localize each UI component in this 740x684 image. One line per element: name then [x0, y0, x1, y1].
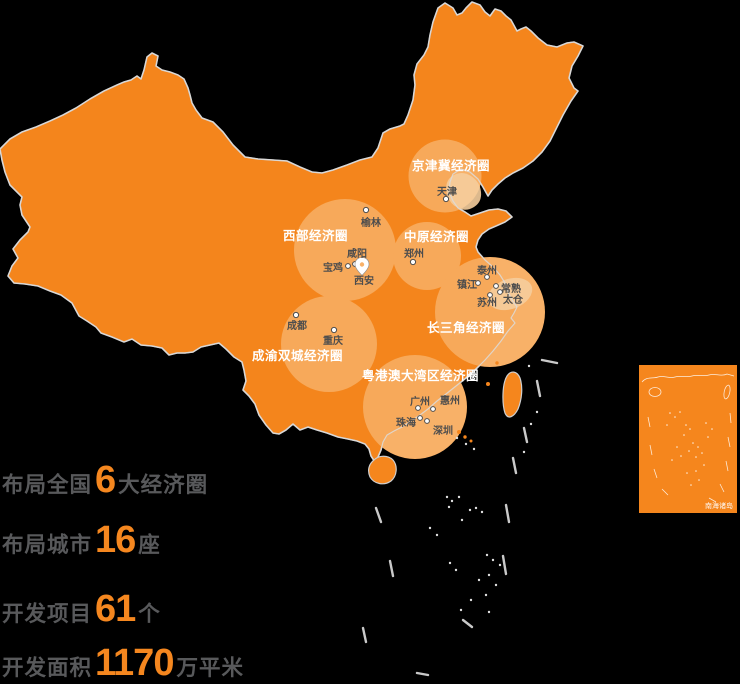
- zone-circle-xibu: [294, 199, 396, 301]
- south-china-sea-inset: 南海诸岛: [639, 365, 737, 513]
- stat-value: 6: [95, 459, 116, 501]
- city-label-chongqing: 重庆: [323, 334, 343, 347]
- land-tint-overlay: [0, 2, 583, 462]
- stat-value: 1170: [95, 642, 174, 684]
- zone-circle-zhongyuan: [393, 222, 461, 290]
- city-dot-taicang: [497, 289, 503, 295]
- city-label-xian: 西安: [354, 274, 374, 287]
- taiwan-island: [502, 371, 523, 418]
- city-dot-guangzhou: [415, 405, 421, 411]
- stat-suffix: 大经济圈: [118, 473, 209, 497]
- stat-projects: 开发项目 61 个: [2, 590, 161, 628]
- city-dot-baoji: [345, 263, 351, 269]
- city-label-zhenjiang: 镇江: [457, 278, 477, 291]
- stat-prefix: 开发项目: [2, 602, 93, 626]
- city-dot-changshu: [493, 283, 499, 289]
- city-label-zhuhai: 珠海: [396, 416, 416, 429]
- city-dot-taizhou: [484, 274, 490, 280]
- tianjin-highlight-patch: [446, 173, 482, 210]
- city-markers: [292, 195, 503, 424]
- stat-value: 16: [95, 519, 136, 561]
- zone-label-zhongyuan: 中原经济圈: [404, 229, 469, 244]
- stat-suffix: 座: [138, 533, 161, 557]
- zone-label-jingjinji: 京津冀经济圈: [412, 158, 490, 173]
- city-dot-yulin: [362, 206, 370, 214]
- city-label-guangzhou: 广州: [410, 395, 430, 408]
- city-label-taizhou: 泰州: [476, 264, 497, 277]
- hainan-island: [368, 455, 397, 485]
- city-dot-suzhou: [487, 292, 493, 298]
- city-dot-huizhou: [430, 406, 436, 412]
- city-label-shenzhen: 深圳: [433, 424, 453, 437]
- china-outline-stroke: [0, 1, 584, 463]
- economic-zone-circles: [281, 139, 545, 459]
- nine-dash-line: [361, 358, 559, 677]
- stat-economic-circles: 布局全国 6 大经济圈: [2, 461, 208, 499]
- city-dot-zhengzhou: [409, 258, 417, 266]
- city-dot-chengdu: [292, 311, 300, 319]
- city-dot-shenzhen: [424, 418, 430, 424]
- city-label-zhengzhou: 郑州: [404, 247, 424, 260]
- city-label-taicang: 太仓: [502, 293, 524, 306]
- city-dot-zhenjiang: [475, 280, 481, 286]
- zone-label-dawanqu: 粤港澳大湾区经济圈: [362, 368, 479, 383]
- stat-prefix: 开发面积: [2, 656, 93, 680]
- city-dot-zhuhai: [417, 415, 423, 421]
- islands: [368, 361, 523, 485]
- inset-coastlines: [641, 373, 735, 503]
- inset-islets: [666, 411, 713, 486]
- city-label-xianyang: 咸阳: [347, 247, 367, 260]
- zone-circle-dawanqu: [363, 355, 467, 459]
- city-dot-tianjin: [442, 195, 450, 203]
- stat-cities: 布局城市 16 座: [2, 521, 161, 559]
- stat-prefix: 布局全国: [2, 473, 93, 497]
- city-label-yulin: 榆林: [361, 216, 382, 229]
- xian-pin-icon: [354, 257, 370, 276]
- stat-value: 61: [95, 588, 136, 630]
- inset-label: 南海诸岛: [705, 501, 733, 510]
- zone-label-chengyu: 成渝双城经济圈: [252, 348, 343, 363]
- city-label-chengdu: 成都: [287, 319, 307, 332]
- inset-box: [639, 365, 737, 513]
- zone-label-xibu: 西部经济圈: [283, 228, 348, 243]
- zone-labels: 京津冀经济圈 西部经济圈 中原经济圈 长三角经济圈 成渝双城经济圈 粤港澳大湾区…: [252, 158, 505, 383]
- city-label-changshu: 常熟: [501, 282, 521, 295]
- stat-suffix: 个: [138, 602, 161, 626]
- zone-circle-chengyu: [281, 296, 377, 392]
- city-label-suzhou: 苏州: [477, 296, 497, 309]
- city-dot-chongqing: [330, 326, 338, 334]
- stat-suffix: 万平米: [176, 656, 244, 680]
- city-label-baoji: 宝鸡: [323, 261, 343, 274]
- zone-label-changsanjiao: 长三角经济圈: [427, 320, 505, 335]
- south-sea-islets: [428, 364, 539, 614]
- stat-prefix: 布局城市: [2, 533, 93, 557]
- city-label-tianjin: 天津: [437, 185, 457, 198]
- stat-area: 开发面积 1170 万平米: [2, 644, 244, 682]
- city-label-huizhou: 惠州: [440, 394, 460, 407]
- city-labels: 天津 榆林 咸阳 宝鸡 西安 郑州 泰州 镇江 常熟 苏州 太仓 成都 重庆 广…: [287, 185, 524, 437]
